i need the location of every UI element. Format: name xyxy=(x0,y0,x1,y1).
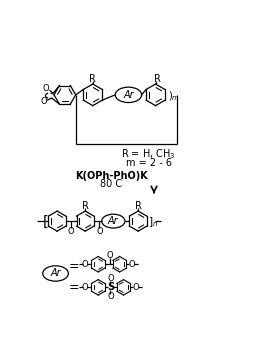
Text: R: R xyxy=(135,201,141,211)
Text: O: O xyxy=(43,84,50,93)
Text: =: = xyxy=(69,281,79,294)
Text: O: O xyxy=(128,260,135,269)
Text: )$_m$: )$_m$ xyxy=(168,90,180,103)
Text: O: O xyxy=(132,283,139,292)
Text: O: O xyxy=(82,283,88,292)
Text: S: S xyxy=(107,282,114,292)
Text: ]$_n$: ]$_n$ xyxy=(148,215,158,229)
Text: O: O xyxy=(96,227,103,236)
Text: =: = xyxy=(69,260,79,273)
Text: R = H, CH$_3$: R = H, CH$_3$ xyxy=(121,147,176,161)
Text: O: O xyxy=(68,227,75,236)
Text: R: R xyxy=(154,74,160,84)
Text: R: R xyxy=(82,201,89,211)
Text: K(OPh-PhO)K: K(OPh-PhO)K xyxy=(75,171,148,181)
Text: [: [ xyxy=(43,215,49,229)
Text: R: R xyxy=(89,74,96,84)
Text: O: O xyxy=(107,274,114,282)
Text: O: O xyxy=(82,260,88,269)
Text: Ar: Ar xyxy=(123,90,134,100)
Text: m = 2 - 6: m = 2 - 6 xyxy=(125,158,172,167)
Text: Ar: Ar xyxy=(108,216,119,226)
Text: O: O xyxy=(106,251,113,259)
Text: Ar: Ar xyxy=(50,268,61,279)
Text: O: O xyxy=(107,292,114,301)
Text: O: O xyxy=(41,97,47,106)
Text: 80 C: 80 C xyxy=(100,179,122,189)
